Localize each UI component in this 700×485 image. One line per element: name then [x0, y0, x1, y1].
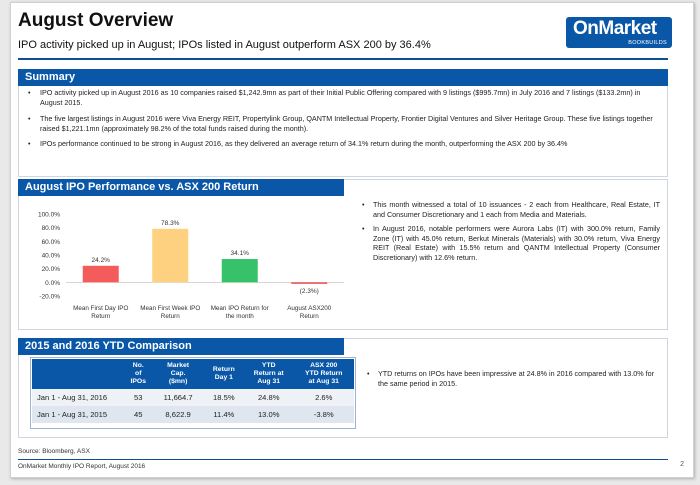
table-cell: 8,622.9: [152, 406, 204, 423]
y-tick-label: 40.0%: [42, 253, 61, 260]
x-category-label: the month: [226, 313, 255, 320]
table-column-header: Return Day 1: [203, 359, 244, 389]
table-row-label: Jan 1 - Aug 31, 2016: [32, 389, 124, 406]
summary-bullet: The five largest listings in August 2016…: [26, 114, 664, 134]
chart-bar: [291, 282, 328, 284]
x-category-label: Mean First Week IPO: [140, 305, 200, 312]
onmarket-logo: OnMarket BOOKBUILDS: [566, 17, 672, 48]
table-row-label: Jan 1 - Aug 31, 2015: [32, 406, 124, 423]
performance-bullet: This month witnessed a total of 10 issua…: [360, 200, 660, 219]
table-column-header: ASX 200 YTD Return at Aug 31: [293, 359, 354, 389]
table-cell: 45: [124, 406, 153, 423]
performance-bullets: This month witnessed a total of 10 issua…: [360, 200, 660, 267]
performance-bullet: In August 2016, notable performers were …: [360, 224, 660, 262]
table-header-row: No. of IPOs Market Cap. ($mn) Return Day 1 YTD Re…: [32, 359, 354, 389]
x-category-label: Return: [161, 313, 180, 320]
y-tick-label: 0.0%: [45, 280, 60, 287]
table-cell: 11,664.7: [152, 389, 204, 406]
chart-bar: [221, 259, 258, 283]
y-tick-label: 60.0%: [42, 239, 61, 246]
header-divider: [18, 58, 668, 60]
ytd-bullet: YTD returns on IPOs have been impressive…: [365, 369, 661, 388]
summary-bullet: IPOs performance continued to be strong …: [26, 139, 664, 149]
bar-value-label: 34.1%: [231, 250, 250, 257]
chart-bars: [82, 228, 328, 284]
table-row: Jan 1 - Aug 31, 2016 53 11,664.7 18.5% 24.8%…: [32, 389, 354, 406]
x-category-label: Mean IPO Return for: [211, 305, 269, 312]
ytd-comparison-table: No. of IPOs Market Cap. ($mn) Return Day 1 YTD Re…: [32, 359, 354, 423]
y-axis-tick-labels: -20.0% 0.0% 20.0% 40.0% 60.0% 80.0% 100.0%: [38, 212, 60, 301]
ytd-bullets: YTD returns on IPOs have been impressive…: [365, 369, 661, 388]
page-number: 2: [680, 461, 684, 468]
table-header-blank: [32, 359, 124, 389]
table-cell: 2.6%: [293, 389, 354, 406]
source-note: Source: Bloomberg, ASX: [18, 448, 90, 455]
y-tick-label: 20.0%: [42, 266, 61, 273]
table-column-header: Market Cap. ($mn): [152, 359, 204, 389]
logo-wordmark: OnMarket: [573, 18, 657, 39]
ipo-performance-chart: -20.0% 0.0% 20.0% 40.0% 60.0% 80.0% 100.0% 24.…: [38, 212, 344, 320]
y-tick-label: 100.0%: [38, 212, 60, 219]
summary-heading: Summary: [18, 69, 668, 86]
x-category-label: August ASX200: [287, 305, 332, 312]
y-tick-label: -20.0%: [39, 294, 60, 301]
y-tick-label: 80.0%: [42, 225, 61, 232]
chart-bar: [152, 228, 189, 283]
footer-report-name: OnMarket Monthly IPO Report, August 2016: [18, 463, 146, 470]
x-category-label: Mean First Day IPO: [73, 305, 128, 312]
x-category-label: Return: [300, 313, 319, 320]
ytd-table-frame: [30, 357, 356, 429]
table-column-header: No. of IPOs: [124, 359, 153, 389]
bar-value-label: 78.3%: [161, 220, 180, 227]
table-cell: 53: [124, 389, 153, 406]
summary-bullet: IPO activity picked up in August 2016 as…: [26, 88, 664, 108]
table-cell: 13.0%: [243, 406, 294, 423]
bar-value-label: 24.2%: [92, 257, 111, 264]
table-column-header: YTD Return at Aug 31: [243, 359, 294, 389]
table-cell: 18.5%: [203, 389, 244, 406]
table-cell: 11.4%: [203, 406, 244, 423]
table-cell: -3.8%: [293, 406, 354, 423]
summary-bullets: IPO activity picked up in August 2016 as…: [26, 88, 664, 155]
page-subtitle: IPO activity picked up in August; IPOs l…: [18, 39, 431, 51]
table-body: Jan 1 - Aug 31, 2016 53 11,664.7 18.5% 24.8%…: [32, 389, 354, 423]
bar-value-label: (2.3%): [300, 288, 319, 295]
footer-divider: [18, 459, 668, 460]
page-title: August Overview: [18, 10, 174, 31]
logo-tagline: BOOKBUILDS: [628, 40, 667, 46]
performance-heading: August IPO Performance vs. ASX 200 Retur…: [18, 179, 344, 196]
table-cell: 24.8%: [243, 389, 294, 406]
chart-bar: [82, 265, 119, 283]
chart-value-labels: 24.2% 78.3% 34.1% (2.3%): [92, 220, 319, 295]
ytd-heading: 2015 and 2016 YTD Comparison: [18, 338, 344, 355]
table-row: Jan 1 - Aug 31, 2015 45 8,622.9 11.4% 13.0% -…: [32, 406, 354, 423]
x-category-label: Return: [91, 313, 110, 320]
